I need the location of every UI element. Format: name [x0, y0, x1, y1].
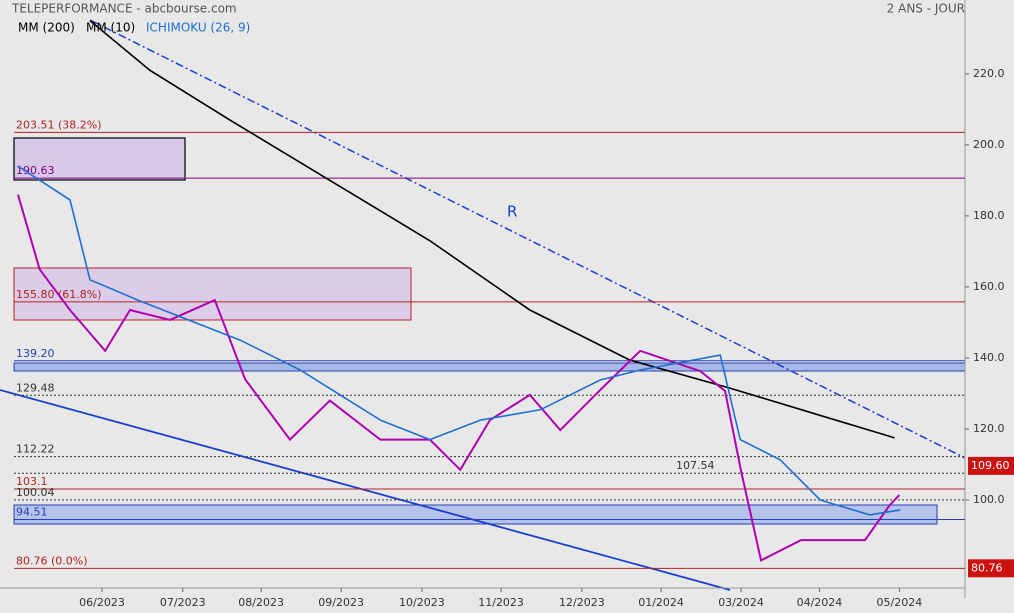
level-label: 129.48 [16, 381, 55, 394]
level-label: 100.04 [16, 486, 55, 499]
last-price-label: 109.60 [971, 459, 1010, 472]
last-price-box [968, 456, 1014, 475]
y-tick-label: 180.0 [973, 209, 1005, 222]
series-line [17, 194, 901, 562]
chart-subtitle: 2 ANS - JOUR [887, 2, 965, 16]
zone-box [13, 362, 966, 372]
x-tick-label: 01/2024 [638, 596, 684, 609]
legend-entry: ICHIMOKU (26, 9) [146, 21, 250, 35]
x-tick-label: 03/2024 [718, 596, 764, 609]
x-tick-label: 06/2023 [79, 596, 125, 609]
level-label: 112.22 [16, 443, 55, 456]
y-tick-label: 140.0 [973, 351, 1005, 364]
level-label: 94.51 [16, 505, 48, 518]
level-label: 203.51 (38.2%) [16, 118, 102, 131]
y-tick-label: 200.0 [973, 138, 1005, 151]
level-label: 139.20 [16, 347, 55, 360]
x-tick-label: 07/2023 [160, 596, 206, 609]
series-line [17, 165, 901, 516]
legend-entry: MM (200) [18, 21, 75, 35]
y-tick-label: 100.0 [973, 493, 1005, 506]
x-tick-label: 09/2023 [318, 596, 364, 609]
x-tick-label: 08/2023 [238, 596, 284, 609]
level-label: 103.1 [16, 475, 48, 488]
trendline [0, 389, 731, 591]
trendline [89, 19, 966, 459]
annotation: R [507, 203, 517, 221]
x-tick-label: 04/2024 [797, 596, 843, 609]
y-tick-label: 220.0 [973, 67, 1005, 80]
y-tick-label: 160.0 [973, 280, 1005, 293]
chart-title: TELEPERFORMANCE - abcbourse.com [11, 2, 237, 16]
x-tick-label: 12/2023 [559, 596, 605, 609]
low-price-box [968, 559, 1014, 578]
x-tick-label: 05/2024 [877, 596, 923, 609]
series-line [89, 19, 895, 439]
zone-box [13, 137, 186, 181]
level-label: 80.76 (0.0%) [16, 554, 88, 567]
legend-entry: MM (10) [86, 21, 135, 35]
y-tick-label: 120.0 [973, 422, 1005, 435]
level-label: 107.54 [676, 459, 715, 472]
level-label: 190.63 [16, 164, 55, 177]
x-tick-label: 11/2023 [478, 596, 524, 609]
zone-box [13, 267, 412, 321]
x-tick-label: 10/2023 [399, 596, 445, 609]
low-price-label: 80.76 [971, 561, 1003, 574]
